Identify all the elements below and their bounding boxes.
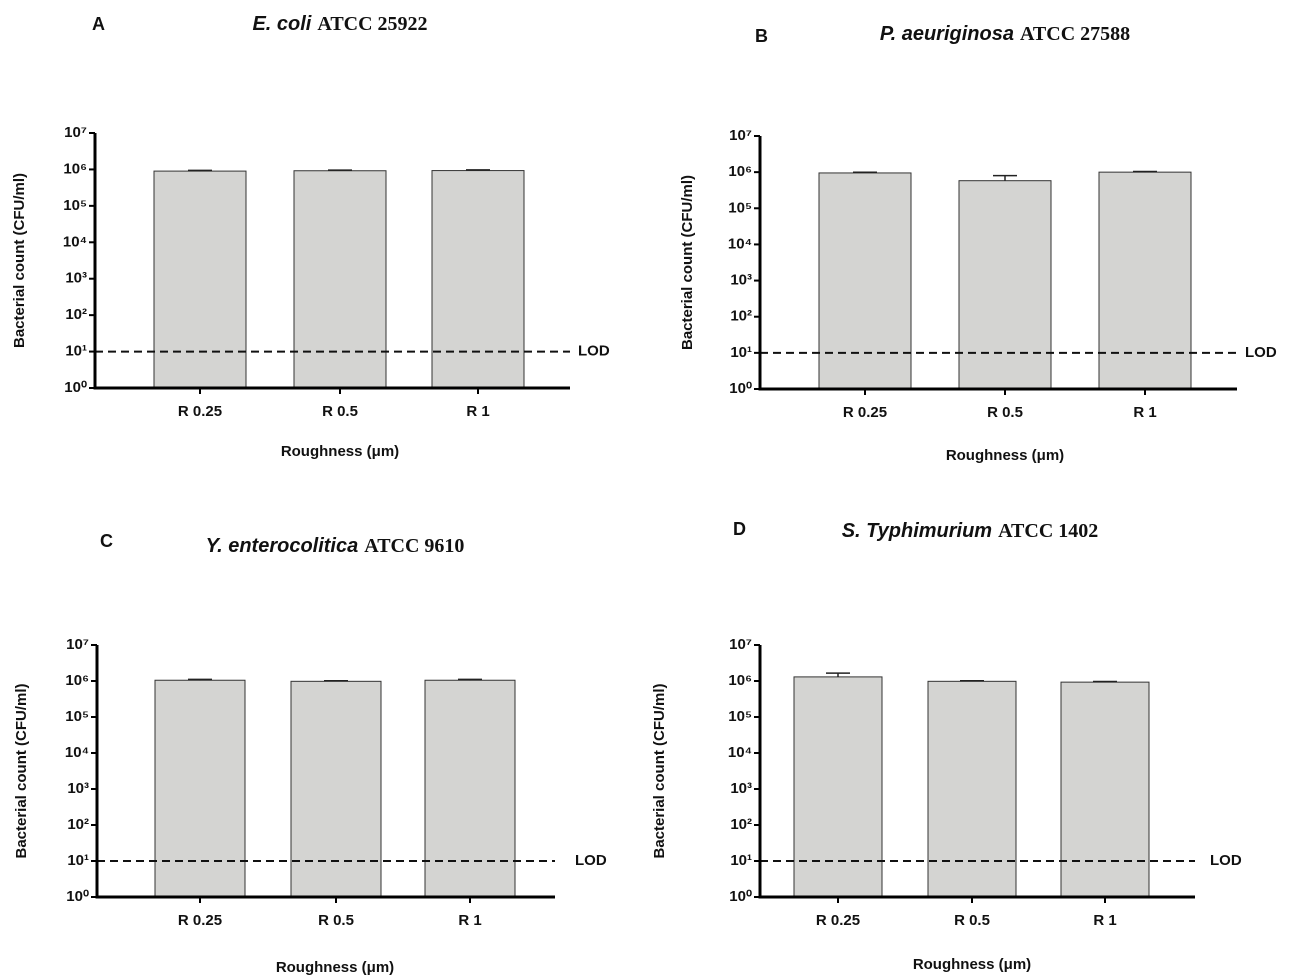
y-tick-label: 10⁰ — [64, 379, 87, 396]
y-tick-label: 10¹ — [730, 852, 752, 869]
y-tick-label: 10³ — [730, 780, 752, 797]
title-strain: ATCC 25922 — [317, 13, 427, 35]
y-tick-label: 10² — [730, 308, 752, 325]
bar — [424, 679, 516, 898]
y-tick-label: 10⁶ — [728, 163, 752, 180]
y-tick-label: 10² — [67, 816, 89, 833]
y-tick-label: 10⁴ — [65, 744, 89, 761]
y-axis-label: Bacterial count (CFU/ml) — [679, 175, 696, 350]
y-tick-label: 10⁶ — [728, 672, 752, 689]
error-bar — [1093, 680, 1117, 683]
title-strain: ATCC 9610 — [364, 535, 464, 557]
x-tick-label: R 0.5 — [322, 403, 358, 420]
error-bar — [826, 672, 850, 677]
y-tick-label: 10⁰ — [66, 888, 89, 905]
x-tick-label: R 0.5 — [318, 912, 354, 929]
bar — [293, 170, 387, 389]
panel-label: D — [733, 519, 746, 539]
y-tick-label: 10³ — [65, 270, 87, 287]
y-tick-label: 10¹ — [730, 344, 752, 361]
title-species: P. aeuriginosa — [880, 23, 1014, 45]
error-bar — [328, 169, 352, 171]
title-species: S. Typhimurium — [842, 520, 992, 542]
x-tick-label: R 0.25 — [178, 403, 222, 420]
x-tick-label: R 1 — [1093, 912, 1116, 929]
y-tick-label: 10² — [730, 816, 752, 833]
error-bar — [960, 679, 984, 682]
error-bar — [458, 678, 482, 681]
y-axis-label: Bacterial count (CFU/ml) — [11, 173, 28, 348]
bar — [154, 679, 246, 898]
y-tick-label: 10⁷ — [66, 636, 89, 653]
y-tick-label: 10⁶ — [63, 160, 87, 177]
y-tick-label: 10³ — [730, 272, 752, 289]
y-tick-label: 10⁷ — [64, 124, 87, 141]
error-bar — [324, 679, 348, 682]
x-tick-label: R 0.25 — [816, 912, 860, 929]
chart-title: E. coli ATCC 25922 — [252, 13, 427, 36]
error-bar — [993, 174, 1017, 181]
y-tick-label: 10⁴ — [728, 235, 752, 252]
title-species: Y. enterocolitica — [206, 535, 359, 557]
y-axis-label: Bacterial count (CFU/ml) — [13, 683, 30, 858]
error-bar — [466, 169, 490, 171]
x-tick-label: R 0.5 — [987, 404, 1023, 421]
y-tick-label: 10⁵ — [728, 708, 752, 725]
bar — [818, 172, 912, 390]
lod-label: LOD — [1210, 852, 1242, 869]
x-axis-label: Roughness (μm) — [913, 956, 1031, 973]
error-bar — [188, 169, 212, 172]
chart-title: P. aeuriginosa ATCC 27588 — [880, 23, 1130, 46]
bar — [153, 170, 247, 389]
bar — [958, 180, 1052, 390]
title-strain: ATCC 27588 — [1020, 23, 1130, 45]
bar — [793, 676, 883, 898]
bar — [1098, 171, 1192, 390]
chart-title: S. Typhimurium ATCC 1402 — [842, 520, 1099, 543]
bar — [1060, 681, 1150, 898]
y-axis-label: Bacterial count (CFU/ml) — [651, 683, 668, 858]
bar — [927, 680, 1017, 898]
x-tick-label: R 1 — [458, 912, 481, 929]
y-tick-label: 10² — [65, 306, 87, 323]
y-tick-label: 10⁵ — [63, 197, 87, 214]
lod-label: LOD — [1245, 344, 1277, 361]
y-tick-label: 10⁴ — [63, 233, 87, 250]
y-tick-label: 10³ — [67, 780, 89, 797]
panel-label: A — [92, 14, 105, 34]
bar — [290, 680, 382, 898]
y-tick-label: 10⁵ — [728, 199, 752, 216]
title-strain: ATCC 1402 — [998, 520, 1098, 542]
y-tick-label: 10⁰ — [729, 380, 752, 397]
x-tick-label: R 0.5 — [954, 912, 990, 929]
y-tick-label: 10⁵ — [65, 708, 89, 725]
title-species: E. coli — [252, 13, 311, 35]
y-tick-label: 10⁴ — [728, 744, 752, 761]
bar — [431, 170, 525, 389]
x-axis-label: Roughness (μm) — [946, 447, 1064, 464]
y-tick-label: 10¹ — [65, 343, 87, 360]
lod-label: LOD — [578, 343, 610, 360]
x-axis-label: Roughness (μm) — [276, 959, 394, 976]
error-bar — [188, 678, 212, 681]
y-tick-label: 10⁷ — [729, 127, 752, 144]
y-tick-label: 10⁶ — [65, 672, 89, 689]
panel-label: B — [755, 26, 768, 46]
x-tick-label: R 0.25 — [843, 404, 887, 421]
error-bar — [1133, 170, 1157, 173]
x-tick-label: R 0.25 — [178, 912, 222, 929]
y-tick-label: 10¹ — [67, 852, 89, 869]
error-bar — [853, 171, 877, 174]
x-tick-label: R 1 — [466, 403, 489, 420]
lod-label: LOD — [575, 852, 607, 869]
x-axis-label: Roughness (μm) — [281, 443, 399, 460]
y-tick-label: 10⁷ — [729, 636, 752, 653]
x-tick-label: R 1 — [1133, 404, 1156, 421]
chart-title: Y. enterocolitica ATCC 9610 — [206, 535, 465, 558]
y-tick-label: 10⁰ — [729, 888, 752, 905]
panel-label: C — [100, 531, 113, 551]
